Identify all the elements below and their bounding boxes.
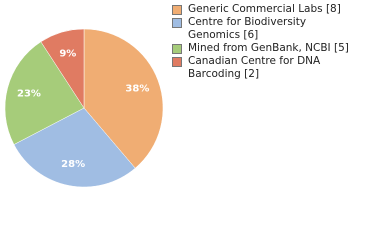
pie-slice (13, 107, 136, 188)
legend-item: Mined from GenBank, NCBI [5] (172, 42, 353, 55)
pie-slice (40, 28, 85, 109)
legend-swatch (172, 18, 182, 28)
slice-label: 23% (17, 89, 41, 100)
legend-label: Centre for Biodiversity Genomics [6] (188, 16, 307, 41)
legend-swatch (172, 5, 182, 15)
legend-label: Mined from GenBank, NCBI [5] (188, 42, 349, 54)
legend-item: Centre for Biodiversity Genomics [6] (172, 16, 353, 42)
legend-item: Generic Commercial Labs [8] (172, 3, 353, 16)
legend: Generic Commercial Labs [8] Centre for Bi… (172, 3, 353, 81)
legend-item: Canadian Centre for DNA Barcoding [2] (172, 55, 353, 81)
pie-slice (83, 28, 164, 169)
legend-label: Canadian Centre for DNA Barcoding [2] (188, 55, 321, 80)
slice-label: 28% (61, 159, 85, 170)
legend-label: Generic Commercial Labs [8] (188, 3, 341, 15)
slice-label: 38% (125, 83, 149, 94)
legend-swatch (172, 44, 182, 54)
pie-slice (4, 41, 85, 145)
slice-label: 9% (59, 48, 76, 59)
legend-swatch (172, 57, 182, 67)
